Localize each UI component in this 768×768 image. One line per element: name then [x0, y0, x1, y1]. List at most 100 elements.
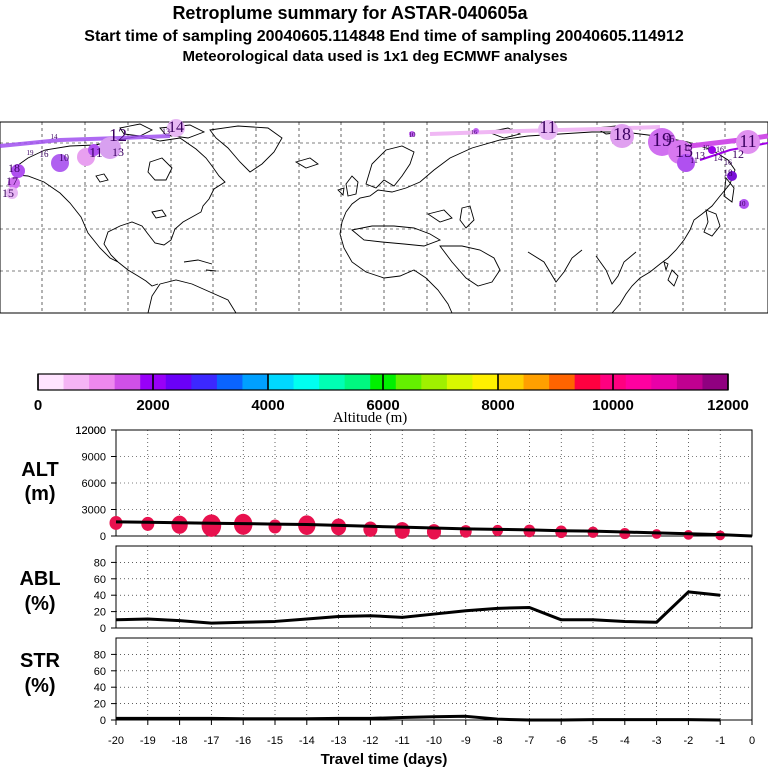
- map-graticule: [0, 122, 768, 313]
- series-line-alt: [115, 520, 753, 538]
- map-day-label: 14: [51, 133, 59, 141]
- map-day-label: 18: [724, 168, 734, 178]
- colorbar-cell: [191, 374, 218, 390]
- colorbar-tick-label: 10000: [592, 397, 634, 414]
- series-line-abl: [115, 590, 721, 625]
- title-line-1: Retroplume summary for ASTAR-040605a: [172, 3, 528, 23]
- map-day-label: 17: [6, 174, 18, 188]
- y-tick-label: 0: [100, 715, 106, 727]
- y-tick-label: 80: [94, 557, 106, 569]
- colorbar-cell: [38, 374, 65, 390]
- map-day-label: 16: [40, 149, 50, 159]
- x-axis-label: Travel time (days): [321, 751, 448, 768]
- title-line-2: Start time of sampling 20040605.114848 E…: [84, 28, 684, 45]
- alt-scatter-point: [141, 516, 155, 531]
- alt-scatter-point: [331, 518, 347, 536]
- map-day-label: 16: [471, 130, 477, 136]
- y-tick-label: 40: [94, 682, 106, 694]
- x-tick-label: -20: [108, 735, 124, 747]
- x-tick-label: 0: [749, 735, 755, 747]
- x-tick-label: -7: [525, 735, 535, 747]
- alt-scatter-point: [394, 522, 410, 539]
- x-tick-label: -9: [461, 735, 471, 747]
- map-day-label: 10: [59, 153, 69, 164]
- colorbar-ticks: 0 2000 4000 6000 8000 10000 12000: [34, 374, 749, 414]
- colorbar-cell: [651, 374, 678, 390]
- colorbar-cell: [395, 374, 422, 390]
- colorbar-cell: [702, 374, 729, 390]
- map-day-label: 14: [714, 153, 724, 163]
- y-tick-label: 40: [94, 590, 106, 602]
- map-day-label: 11: [539, 117, 556, 137]
- x-tick-label: -5: [588, 735, 598, 747]
- map-day-label: 13: [162, 127, 170, 136]
- y-tick-label: 80: [94, 649, 106, 661]
- y-tick-label: 20: [94, 607, 106, 619]
- y-tick-label: 0: [100, 623, 106, 635]
- y-tick-label: 60: [94, 666, 106, 678]
- colorbar-cell: [89, 374, 116, 390]
- colorbar-label: Altitude (m): [333, 410, 408, 426]
- map-day-label: 10: [739, 200, 747, 208]
- colorbar-cell: [625, 374, 652, 390]
- x-tick-label: -3: [652, 735, 662, 747]
- y-tick-label: 12000: [75, 425, 106, 437]
- x-tick-label: -4: [620, 735, 630, 747]
- plume-footprints: [0, 119, 768, 209]
- y-tick-label: 6000: [82, 478, 106, 490]
- panel-label: ABL: [19, 568, 60, 590]
- panel-label: ALT: [21, 459, 58, 481]
- y-tick-label: 60: [94, 574, 106, 586]
- map-day-label: 11: [690, 156, 698, 165]
- alt-scatter-point: [171, 515, 188, 534]
- map-day-label: 15: [666, 134, 676, 144]
- colorbar-tick-label: 4000: [251, 397, 284, 414]
- x-tick-label: -18: [172, 735, 188, 747]
- x-tick-label: -1: [715, 735, 725, 747]
- x-tick-label: -10: [426, 735, 442, 747]
- series-line-str: [116, 714, 721, 722]
- colorbar-cell: [216, 374, 243, 390]
- colorbar-cell: [421, 374, 448, 390]
- alt-scatter-point: [459, 525, 472, 538]
- x-tick-label: -14: [299, 735, 315, 747]
- colorbar-cell: [242, 374, 269, 390]
- colorbar-tick-label: 6000: [366, 397, 399, 414]
- colorbar-cell: [114, 374, 141, 390]
- map-day-label: 18: [8, 161, 20, 175]
- colorbar-cell: [319, 374, 346, 390]
- x-tick-label: -12: [362, 735, 378, 747]
- colorbar-cell: [676, 374, 703, 390]
- map-day-label: 11: [89, 146, 102, 161]
- y-tick-label: 12000: [75, 425, 106, 437]
- x-tick-label: -2: [684, 735, 694, 747]
- map-day-label: 10: [409, 131, 417, 139]
- x-tick-label: -6: [556, 735, 566, 747]
- y-tick-label: 3000: [82, 505, 106, 517]
- colorbar: 0 2000 4000 6000 8000 10000 12000 Altitude (m): [34, 373, 749, 426]
- map-day-label: 18: [613, 124, 631, 144]
- map-day-label: 12: [109, 125, 127, 145]
- colorbar-cell: [165, 374, 192, 390]
- y-tick-label: 20: [94, 699, 106, 711]
- colorbar-cell: [498, 374, 525, 390]
- map-day-label: 16: [716, 145, 724, 154]
- colorbar-cell: [293, 374, 320, 390]
- x-tick-label: -11: [395, 735, 410, 747]
- map-day-label: 11: [739, 131, 756, 151]
- colorbar-cell: [472, 374, 499, 390]
- x-tick-label: -16: [235, 735, 251, 747]
- map-day-label: 13: [112, 145, 124, 159]
- x-tick-label: -17: [203, 735, 219, 747]
- map-day-label: 13: [684, 142, 694, 152]
- panel-abl: 0 20 40 60 80 ABL (%): [19, 545, 753, 635]
- y-tick-label: 0: [100, 531, 106, 543]
- colorbar-cell: [523, 374, 550, 390]
- alt-scatter-point: [363, 521, 378, 537]
- colorbar-tick-label: 2000: [136, 397, 169, 414]
